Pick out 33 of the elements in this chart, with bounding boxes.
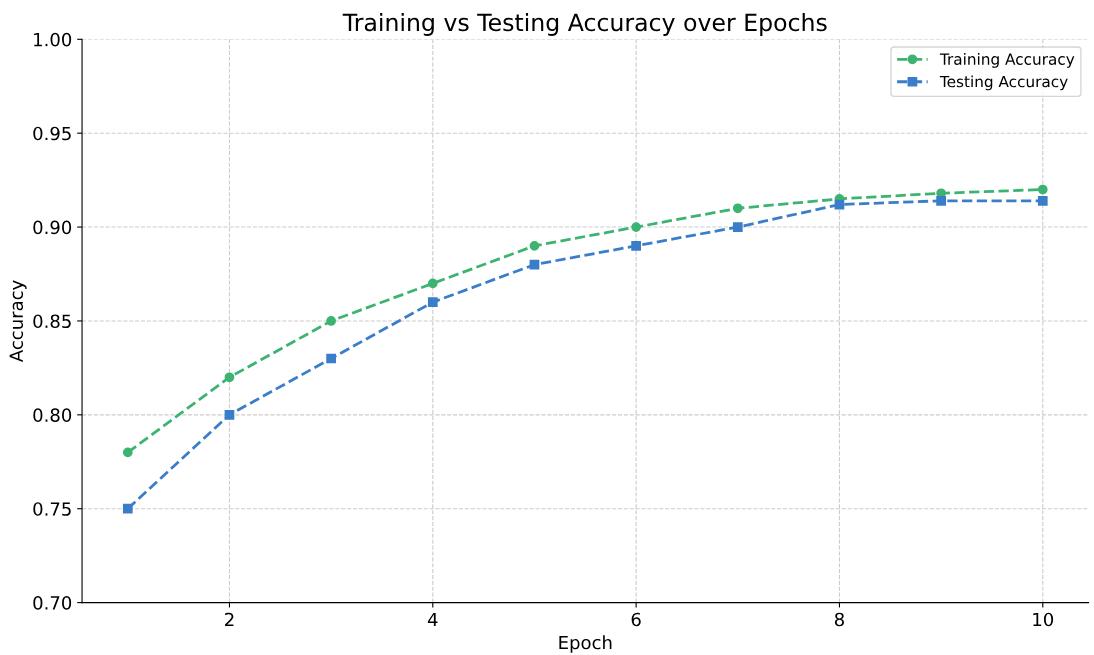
legend-label: Testing Accuracy	[939, 75, 1068, 91]
point	[122, 447, 133, 458]
x-tick-label: 4	[427, 612, 438, 627]
y-axis-title: Accuracy	[9, 280, 27, 363]
y-tick-label: 1.00	[34, 32, 72, 47]
x-tick-label: 10	[1033, 612, 1054, 627]
x-axis-title: Epoch	[559, 635, 612, 653]
point	[224, 409, 235, 420]
y-tick-label: 0.75	[33, 502, 71, 516]
y-tick-label: 0.95	[33, 126, 71, 141]
chart-title: Training vs Testing Accuracy over Epochs	[342, 13, 827, 36]
point	[936, 195, 946, 206]
point	[427, 278, 438, 289]
y-tick-label: 0.80	[33, 408, 72, 422]
x-tick-label: 6	[631, 612, 641, 627]
y-tick-label: 0.90	[33, 220, 72, 235]
point	[122, 503, 133, 514]
point	[326, 316, 336, 326]
point	[631, 240, 641, 251]
point	[631, 222, 641, 232]
point	[732, 222, 743, 232]
point	[427, 297, 438, 308]
point	[732, 203, 743, 214]
x-tick-label: 2	[225, 612, 234, 627]
point	[1037, 184, 1048, 195]
point	[326, 353, 336, 364]
point	[529, 240, 540, 251]
point	[224, 372, 235, 383]
point	[1037, 195, 1048, 206]
y-tick-label: 0.70	[33, 596, 72, 610]
x-tick-label: 8	[834, 612, 844, 627]
y-tick-label: 0.85	[33, 314, 71, 329]
legend-label: Training Accuracy	[939, 53, 1075, 68]
